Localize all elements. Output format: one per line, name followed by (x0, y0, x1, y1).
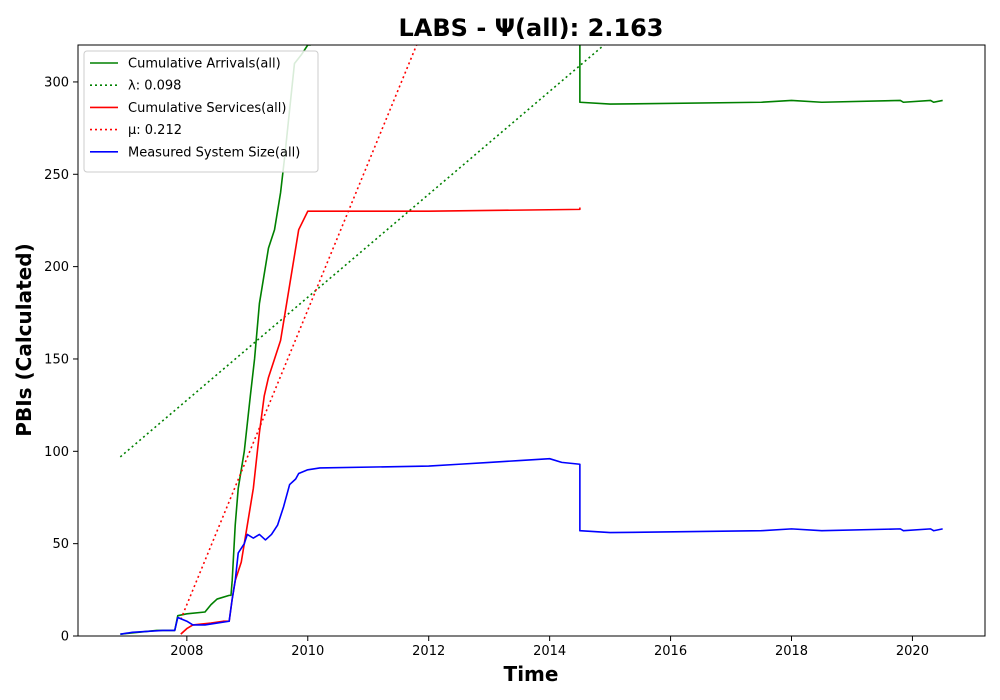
x-tick-label: 2012 (412, 644, 445, 659)
y-tick-label: 50 (52, 537, 69, 552)
y-axis-label: PBIs (Calculated) (12, 243, 36, 436)
legend: Cumulative Arrivals(all) λ: 0.098 Cumulati… (83, 50, 319, 173)
y-tick-label: 0 (61, 630, 69, 645)
legend-label: Cumulative Arrivals(all) (128, 57, 281, 72)
legend-label: λ: 0.098 (128, 79, 181, 94)
series-line-5 (120, 457, 943, 635)
x-tick-label: 2018 (775, 644, 808, 659)
legend-box (83, 50, 319, 173)
x-tick-label: 2016 (654, 644, 687, 659)
series-line-1 (579, 45, 943, 105)
x-tick-label: 2008 (170, 644, 203, 659)
plot-frame (77, 44, 986, 637)
y-tick-label: 150 (44, 352, 69, 367)
y-tick-label: 100 (44, 445, 69, 460)
x-tick-label: 2010 (291, 644, 324, 659)
y-tick-label: 250 (44, 168, 69, 183)
series-line-4 (180, 45, 418, 620)
series-line-2 (119, 45, 605, 458)
y-tick-label: 300 (44, 75, 69, 90)
legend-label: μ: 0.212 (128, 123, 182, 138)
x-tick-label: 2020 (896, 644, 929, 659)
y-tick-label: 200 (44, 260, 69, 275)
series-line-3 (180, 207, 581, 635)
x-axis: 2008 2010 2012 2014 2016 2018 2020 (170, 636, 929, 659)
legend-label: Measured System Size(all) (128, 145, 300, 160)
x-tick-label: 2014 (533, 644, 566, 659)
legend-label: Cumulative Services(all) (128, 101, 286, 116)
x-axis-label: Time (504, 662, 559, 686)
chart-title: LABS - Ψ(all): 2.163 (399, 14, 664, 42)
y-axis: 0 50 100 150 200 250 300 (44, 75, 78, 645)
